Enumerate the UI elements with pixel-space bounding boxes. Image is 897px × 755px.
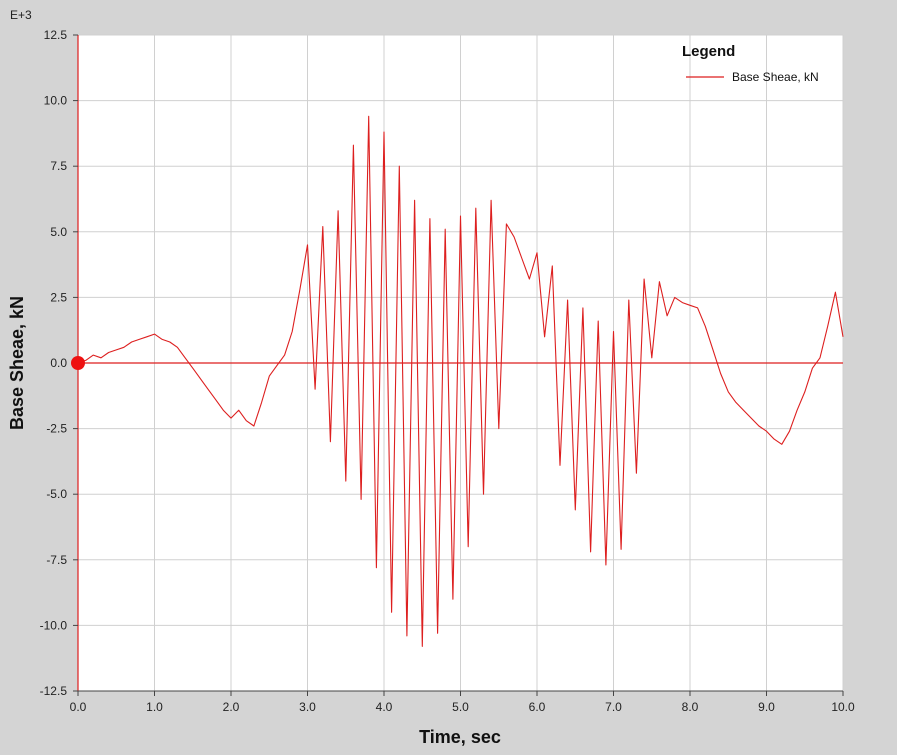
x-tick-label: 5.0 bbox=[452, 700, 469, 714]
legend: Legend Base Sheae, kN bbox=[682, 43, 819, 84]
y-tick-label: 5.0 bbox=[50, 225, 67, 239]
x-tick-label: 9.0 bbox=[758, 700, 775, 714]
y-tick-label: -5.0 bbox=[46, 487, 67, 501]
series-group bbox=[77, 115, 844, 647]
x-tick-label: 4.0 bbox=[376, 700, 393, 714]
x-tick-label: 8.0 bbox=[682, 700, 699, 714]
y-tick-label: 12.5 bbox=[44, 28, 68, 42]
y-axis-title: Base Sheae, kN bbox=[7, 296, 27, 430]
y-tick-label: 10.0 bbox=[44, 94, 68, 108]
x-axis-title: Time, sec bbox=[419, 727, 501, 747]
y-tick-label: 2.5 bbox=[50, 290, 67, 304]
x-tick-label: 7.0 bbox=[605, 700, 622, 714]
y-tick-label: -10.0 bbox=[40, 618, 68, 632]
y-tick-label: -7.5 bbox=[46, 553, 67, 567]
x-tick-label: 0.0 bbox=[70, 700, 87, 714]
y-multiplier-label: E+3 bbox=[10, 8, 32, 22]
y-tick-label: 7.5 bbox=[50, 159, 67, 173]
x-tick-labels: 0.0 1.0 2.0 3.0 4.0 5.0 6.0 7.0 8.0 9.0 10.0 bbox=[70, 691, 855, 714]
x-tick-label: 10.0 bbox=[831, 700, 855, 714]
x-tick-label: 2.0 bbox=[223, 700, 240, 714]
x-tick-label: 3.0 bbox=[299, 700, 316, 714]
y-tick-labels: 12.5 10.0 7.5 5.0 2.5 0.0 -2.5 -5.0 -7.5 -10.0 -12… bbox=[40, 28, 78, 698]
series-line bbox=[77, 115, 844, 647]
y-tick-label: 0.0 bbox=[50, 356, 67, 370]
current-point-marker bbox=[71, 356, 85, 370]
y-tick-label: -2.5 bbox=[46, 422, 67, 436]
y-tick-label: -12.5 bbox=[40, 684, 68, 698]
x-tick-label: 1.0 bbox=[146, 700, 163, 714]
x-tick-label: 6.0 bbox=[529, 700, 546, 714]
legend-entry-label: Base Sheae, kN bbox=[732, 70, 819, 84]
legend-title: Legend bbox=[682, 43, 735, 60]
